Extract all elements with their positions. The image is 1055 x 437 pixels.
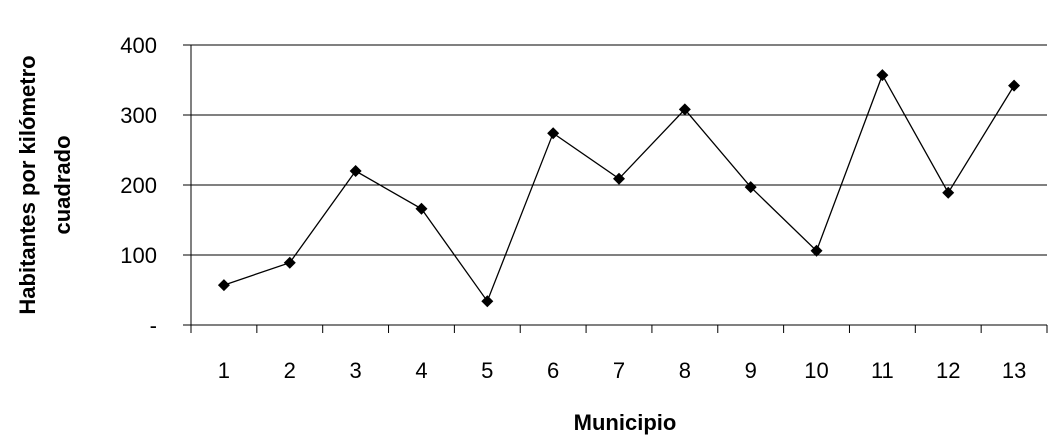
y-tick-label: 200 — [120, 173, 157, 198]
data-point-13 — [1008, 79, 1021, 92]
y-tick-label: 300 — [120, 103, 157, 128]
x-tick-label-8: 8 — [679, 358, 691, 383]
x-tick-label-9: 9 — [745, 358, 757, 383]
data-point-9 — [744, 181, 757, 194]
data-series — [217, 69, 1021, 308]
x-tick-label-10: 10 — [804, 358, 828, 383]
x-tick-label-13: 13 — [1002, 358, 1026, 383]
y-axis-title-line-2: cuadrado — [50, 135, 75, 234]
x-tick-label-3: 3 — [349, 358, 361, 383]
x-axis-ticks: 1 2 3 4 5 6 7 8 9 10 11 12 13 — [190, 325, 1048, 383]
series-line — [223, 73, 1015, 303]
x-tick-label-11: 11 — [871, 358, 894, 383]
data-point-8 — [678, 103, 691, 116]
y-tick-label: 400 — [120, 33, 157, 58]
data-point-2 — [283, 256, 296, 269]
y-axis-ticks: - 100 200 300 400 — [120, 33, 191, 338]
y-tick-label: - — [150, 313, 157, 338]
x-tick-label-2: 2 — [284, 358, 296, 383]
data-point-4 — [415, 202, 428, 215]
data-point-3 — [349, 165, 362, 177]
x-axis-title: Municipio — [574, 410, 677, 435]
data-point-12 — [942, 186, 955, 199]
x-tick-label-6: 6 — [547, 358, 559, 383]
x-tick-label-4: 4 — [415, 358, 427, 383]
gridlines — [191, 44, 1047, 256]
x-tick-label-7: 7 — [613, 358, 625, 383]
data-point-1 — [217, 279, 230, 292]
x-tick-label-1: 1 — [218, 358, 230, 383]
data-point-7 — [613, 172, 625, 185]
data-point-11 — [876, 69, 889, 82]
data-point-5 — [481, 295, 494, 308]
x-tick-label-5: 5 — [481, 358, 493, 383]
data-point-6 — [547, 127, 560, 140]
data-point-10 — [810, 244, 823, 257]
x-tick-label-12: 12 — [936, 358, 960, 383]
y-tick-label: 100 — [120, 243, 157, 268]
y-axis-title-line-1: Habitantes por kilómetro — [15, 55, 40, 314]
